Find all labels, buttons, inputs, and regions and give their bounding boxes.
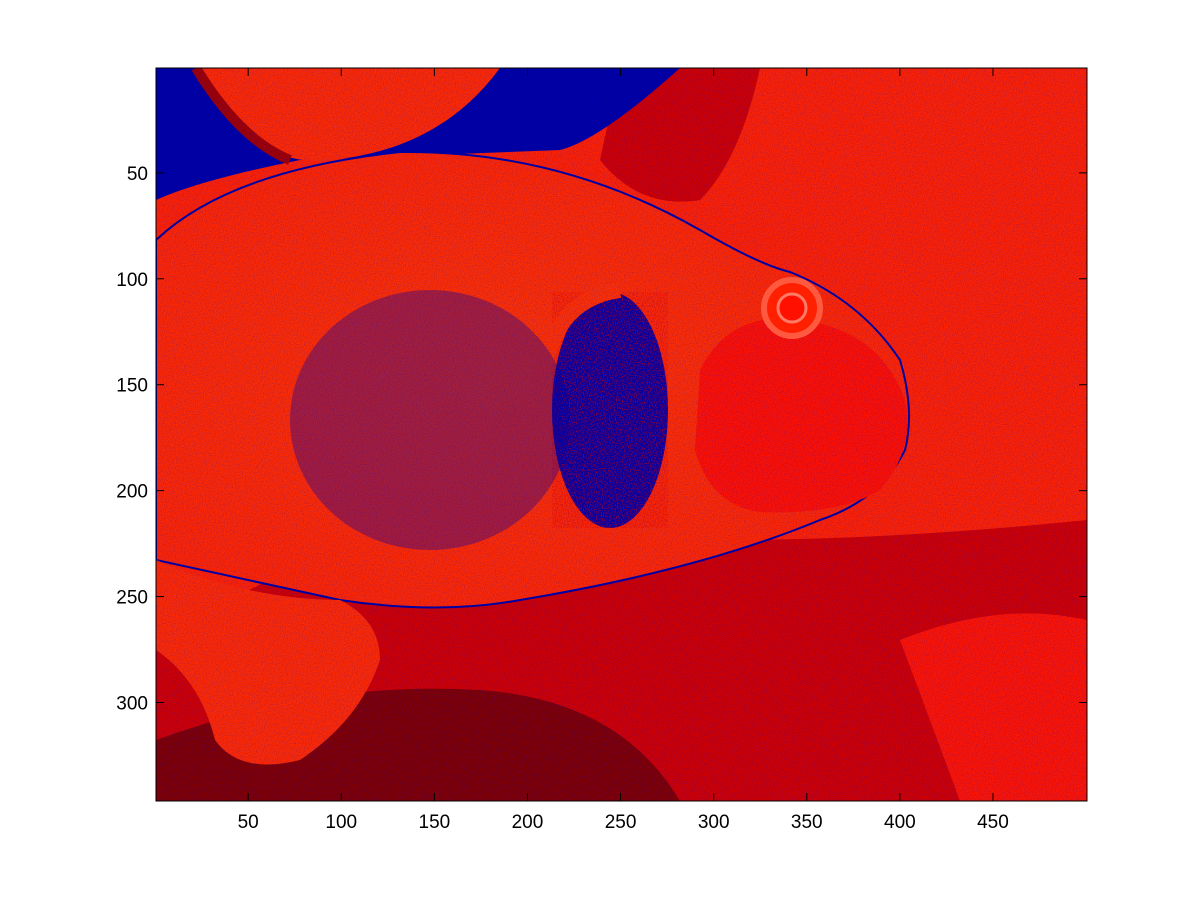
x-tick-label: 450 (977, 812, 1009, 833)
y-tick-label: 150 (116, 376, 148, 397)
y-tick-label: 250 (116, 588, 148, 609)
y-axis: 50 100 150 200 250 300 (116, 164, 1087, 714)
x-tick-label: 250 (605, 812, 637, 833)
x-tick-label: 400 (884, 812, 916, 833)
axes-box (155, 67, 1088, 802)
x-tick-label: 150 (419, 812, 451, 833)
x-tick-label: 50 (238, 812, 259, 833)
y-tick-label: 100 (116, 270, 148, 291)
x-tick-label: 200 (512, 812, 544, 833)
x-tick-label: 300 (698, 812, 730, 833)
y-tick-label: 200 (116, 482, 148, 503)
x-axis: 50 100 150 200 250 300 350 400 450 (238, 68, 1009, 833)
image-area (156, 68, 1087, 801)
y-tick-label: 50 (127, 164, 148, 185)
y-tick-label: 300 (116, 693, 148, 714)
x-tick-label: 100 (325, 812, 357, 833)
x-tick-label: 350 (791, 812, 823, 833)
